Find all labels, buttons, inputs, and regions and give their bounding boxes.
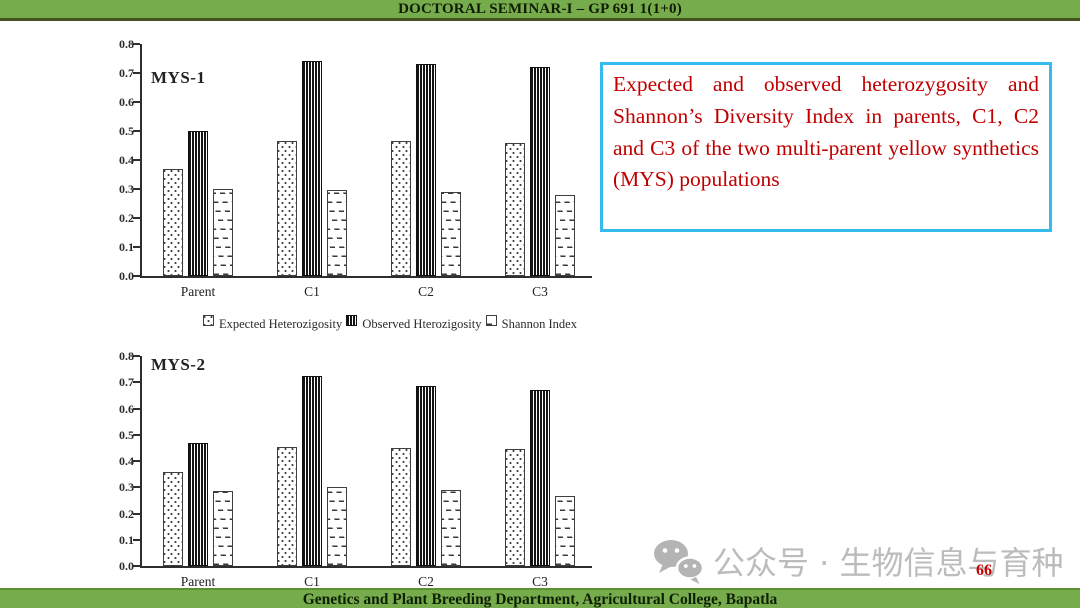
note-box: Expected and observed heterozygosity and… <box>600 62 1052 232</box>
y-tick-mark <box>133 355 140 357</box>
bar-vstripes-c2 <box>416 64 436 276</box>
watermark-text: 公众号 · 生物信息与育种 <box>713 544 1064 582</box>
bar-dots-c2 <box>391 141 411 276</box>
note-text: Expected and observed heterozygosity and… <box>613 72 1039 192</box>
x-axis-label: C2 <box>418 574 434 589</box>
bar-vstripes-c1 <box>302 61 322 276</box>
chart-title-mys-2: MYS-2 <box>151 355 206 374</box>
y-tick-mark <box>133 43 140 45</box>
bar-dots-parent <box>163 471 183 566</box>
y-tick-mark <box>133 565 140 567</box>
y-tick-label: 0.5 <box>119 427 134 442</box>
chart-title-mys-1: MYS-1 <box>151 68 206 87</box>
y-tick-mark <box>133 72 140 74</box>
y-tick-label: 0.2 <box>119 506 134 521</box>
y-tick-label: 0.4 <box>119 153 134 167</box>
legend-label: Observed Hterozigosity <box>362 317 482 331</box>
y-tick-label: 0.0 <box>119 559 134 573</box>
bar-vstripes-c2 <box>416 386 436 566</box>
y-tick-mark <box>133 381 140 384</box>
y-tick-mark <box>133 407 140 410</box>
y-tick-label: 0.8 <box>119 37 134 51</box>
x-axis-label: C3 <box>532 574 548 589</box>
chart-mys-2: MYS-2 0.0 0.1 0.2 0.3 0.4 0.5 0.6 0.7 0.8 Parent C… <box>103 349 595 593</box>
y-tick-mark <box>133 246 140 248</box>
watermark: 公众号 · 生物信息与育种 <box>652 537 1064 585</box>
footer-text: Genetics and Plant Breeding Department, … <box>302 591 778 608</box>
chart-legend: Expected Heterozigosity Observed Hterozig… <box>203 314 577 334</box>
y-tick-mark <box>133 460 140 462</box>
x-axis-label: C3 <box>532 284 548 299</box>
y-tick-mark <box>133 486 140 489</box>
y-tick-label: 0.2 <box>119 211 134 225</box>
bar-dots-c1 <box>277 446 297 566</box>
bar-dots-c3 <box>505 449 525 566</box>
y-tick-mark <box>133 433 140 436</box>
bar-dashes-c3 <box>555 496 575 566</box>
y-tick-label: 0.3 <box>119 182 134 196</box>
y-tick-label: 0.8 <box>119 349 134 363</box>
y-tick-label: 0.7 <box>119 375 134 390</box>
bar-dots-c1 <box>277 141 297 276</box>
bar-dashes-parent <box>213 189 233 276</box>
legend-marker-vstripes-icon <box>346 315 358 326</box>
x-axis-label: Parent <box>180 574 216 589</box>
legend-marker-dots-icon <box>203 315 214 326</box>
footer-bar: Genetics and Plant Breeding Department, … <box>0 588 1080 608</box>
slide-title: DOCTORAL SEMINAR-I – GP 691 1(1+0) <box>398 0 682 17</box>
y-tick-label: 0.6 <box>119 95 134 109</box>
y-tick-label: 0.6 <box>119 401 134 416</box>
bar-vstripes-parent <box>188 442 208 566</box>
y-tick-mark <box>133 101 140 103</box>
y-tick-mark <box>133 188 140 190</box>
legend-item-dashes: Shannon Index <box>485 315 577 333</box>
y-tick-label: 0.7 <box>119 66 134 80</box>
y-tick-label: 0.0 <box>119 269 134 283</box>
plot-area-mys-1: 0.0 0.1 0.2 0.3 0.4 0.5 0.6 0.7 0.8 Parent C1 C2 C3 <box>119 37 592 299</box>
chart-mys-1: MYS-1 0.0 0.1 0.2 0.3 0.4 0.5 0.6 0.7 0.8 Parent C… <box>103 36 595 308</box>
legend-marker-dashes-icon <box>485 315 497 326</box>
y-tick-label: 0.1 <box>119 532 134 547</box>
bar-dashes-c1 <box>327 190 347 276</box>
bar-dots-parent <box>163 168 183 276</box>
y-tick-label: 0.3 <box>119 480 134 495</box>
bar-dashes-parent <box>213 491 233 566</box>
x-axis-label: C1 <box>304 574 320 589</box>
legend-label: Shannon Index <box>501 317 577 331</box>
legend-label: Expected Heterozigosity <box>219 317 343 331</box>
plot-area-mys-2: 0.0 0.1 0.2 0.3 0.4 0.5 0.6 0.7 0.8 Parent C1 C2 C3 <box>119 349 592 589</box>
y-tick-mark <box>133 217 140 219</box>
x-axis-label: C1 <box>304 284 320 299</box>
y-tick-label: 0.1 <box>119 240 134 254</box>
x-axis-label: Parent <box>180 284 216 299</box>
y-tick-mark <box>133 159 140 161</box>
bar-dots-c2 <box>391 447 411 566</box>
bar-dashes-c1 <box>327 487 347 566</box>
bar-vstripes-c3 <box>530 390 550 566</box>
y-tick-mark <box>133 512 140 515</box>
y-tick-mark <box>133 538 140 541</box>
wechat-icon <box>652 538 704 584</box>
bar-vstripes-c1 <box>302 375 322 566</box>
y-tick-mark <box>133 130 140 132</box>
bar-dots-c3 <box>505 142 525 276</box>
y-tick-mark <box>133 275 140 277</box>
legend-item-vstripes: Observed Hterozigosity <box>346 315 481 333</box>
bar-dashes-c3 <box>555 194 575 276</box>
bar-dashes-c2 <box>441 191 461 276</box>
header-bar: DOCTORAL SEMINAR-I – GP 691 1(1+0) <box>0 0 1080 21</box>
y-tick-label: 0.5 <box>119 124 134 138</box>
page-number: 66 <box>976 562 992 579</box>
bar-dashes-c2 <box>441 489 461 566</box>
bar-vstripes-c3 <box>530 67 550 276</box>
legend-item-dots: Expected Heterozigosity <box>203 315 342 333</box>
y-tick-label: 0.4 <box>119 454 134 468</box>
x-axis-label: C2 <box>418 284 434 299</box>
bar-vstripes-parent <box>188 131 208 276</box>
